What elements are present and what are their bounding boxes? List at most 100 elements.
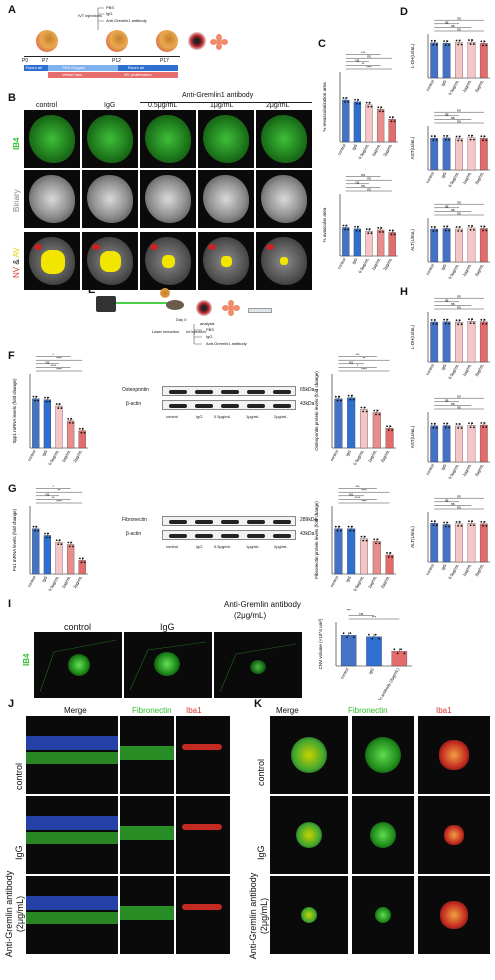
xtick-4: 2μg/mL	[382, 256, 393, 271]
xtick-2: 0.5μg/mL	[447, 262, 460, 280]
sig-label-3: ns	[457, 201, 461, 205]
point-3-0	[468, 39, 470, 41]
e-day7: Day 7	[200, 285, 211, 290]
point-4-3	[393, 120, 396, 123]
point-3-2	[471, 39, 474, 41]
point-0-0	[334, 525, 337, 528]
xtick-0: control	[425, 171, 435, 184]
point-2-3	[403, 652, 406, 655]
g-chart-fn1: control IgG 0.5μg/mL 1μg/mL 2μg/mL Fn1 mRNA l…	[10, 484, 92, 600]
point-0-0	[342, 224, 345, 227]
c-chart-revasc: control IgG 0.5μg/mL 1μg/mL 2μg/mL % revascul…	[320, 50, 402, 168]
bar-2	[55, 405, 63, 449]
xtick-0: control	[425, 463, 435, 476]
j-col-iba1: Iba1	[186, 706, 202, 715]
point-1-2	[446, 422, 449, 425]
point-4-2	[392, 229, 394, 232]
e-igg: IgG	[206, 334, 213, 339]
point-4-2	[483, 318, 486, 321]
b-image-ib4-0	[24, 110, 80, 168]
i-col-igg: IgG	[160, 622, 175, 632]
bar-0	[334, 398, 343, 449]
point-2-1	[457, 427, 460, 429]
point-3-1	[469, 43, 472, 45]
sig-label-0: ****	[56, 500, 62, 504]
point-2-2	[458, 39, 461, 42]
point-2-1	[57, 407, 60, 409]
point-1-0	[443, 318, 446, 321]
flatmount-retina-icon	[210, 34, 228, 50]
b-image-ib4-4	[256, 110, 312, 168]
bar-1	[442, 228, 451, 263]
point-1-1	[444, 229, 447, 232]
y-label: Osteopontin protein levels (fold change)	[314, 371, 319, 451]
point-2-0	[55, 403, 58, 405]
xtick-4: 2μg/mL	[382, 142, 393, 157]
bar-0	[342, 227, 350, 257]
bar-3	[467, 321, 476, 363]
point-1-3	[448, 426, 450, 429]
j-image-anti-0	[26, 876, 118, 954]
point-0-1	[346, 636, 348, 639]
point-4-1	[80, 431, 83, 434]
xtick-3: 1μg/mL	[461, 262, 472, 277]
panel-label-b: B	[8, 92, 16, 104]
bar-0	[340, 635, 357, 667]
wb-band	[195, 520, 213, 524]
sig-label-0: ****	[361, 368, 367, 372]
xtick-1: IgG	[440, 463, 448, 471]
panel-label-i: I	[8, 598, 12, 610]
point-3-3	[378, 542, 381, 545]
point-2-1	[362, 539, 365, 542]
point-3-2	[70, 417, 73, 420]
point-4-2	[389, 425, 392, 428]
xtick-4: 2μg/mL	[379, 448, 390, 463]
point-4-3	[391, 556, 394, 558]
xtick-1: IgG	[440, 363, 448, 371]
point-1-2	[357, 225, 360, 228]
point-4-3	[83, 431, 86, 434]
k-image-control-2	[418, 716, 490, 794]
wb-band	[169, 390, 187, 394]
g-chart-fibronectin: control IgG 0.5μg/mL 1μg/mL 2μg/mL Fibronecti…	[312, 484, 400, 600]
xtick-2: 0.5μg/mL	[357, 256, 370, 274]
panel-label-e: E	[88, 284, 96, 296]
bar-1	[43, 399, 52, 449]
j-col-merge: Merge	[64, 706, 87, 715]
point-0-3	[435, 426, 438, 429]
xtick-0: control	[425, 363, 435, 376]
b-row-ib4: IB4	[12, 137, 21, 150]
injection-ivt: IVT injections	[78, 13, 102, 18]
xtick-4: 2μg/mL	[474, 362, 485, 377]
sig-label-0: ***	[372, 616, 377, 620]
f-wb-lanes: control IgG 0.5μg/mL 1μg/mL 2μg/mL	[166, 414, 288, 419]
bar-1	[442, 321, 451, 363]
laser-beam	[116, 302, 172, 304]
point-0-0	[430, 226, 433, 228]
panel-label-k: K	[254, 698, 262, 710]
sig-label-1: ns	[451, 208, 455, 212]
sig-label-1: ns	[451, 402, 455, 406]
f-chart-osteopontin: control IgG 0.5μg/mL 1μg/mL 2μg/mL Osteoponti…	[312, 352, 400, 474]
g-wb-size1: 289kDa	[300, 517, 318, 523]
bar-3	[467, 41, 476, 79]
xtick-0: control	[425, 563, 435, 576]
xtick-1: IgG	[351, 257, 359, 265]
point-1-0	[443, 521, 446, 524]
sig-label-4: ns	[361, 173, 365, 177]
point-0-0	[430, 135, 433, 137]
point-0-0	[430, 319, 433, 321]
sig-label-0: ns	[457, 28, 461, 32]
sig-label-1: ns	[359, 612, 363, 616]
sig-label-1: ns	[451, 502, 455, 506]
sig-label-1: ns	[451, 116, 455, 120]
point-4-2	[483, 135, 486, 138]
bar-2	[455, 42, 463, 79]
day-p12: P12	[112, 58, 121, 64]
panel-label-a: A	[8, 4, 16, 16]
sig-label-3: ns	[457, 17, 461, 21]
k-col-merge: Merge	[276, 706, 299, 715]
bar-1	[442, 524, 451, 563]
b-image-binary-4	[256, 170, 312, 228]
point-4-1	[387, 429, 390, 432]
